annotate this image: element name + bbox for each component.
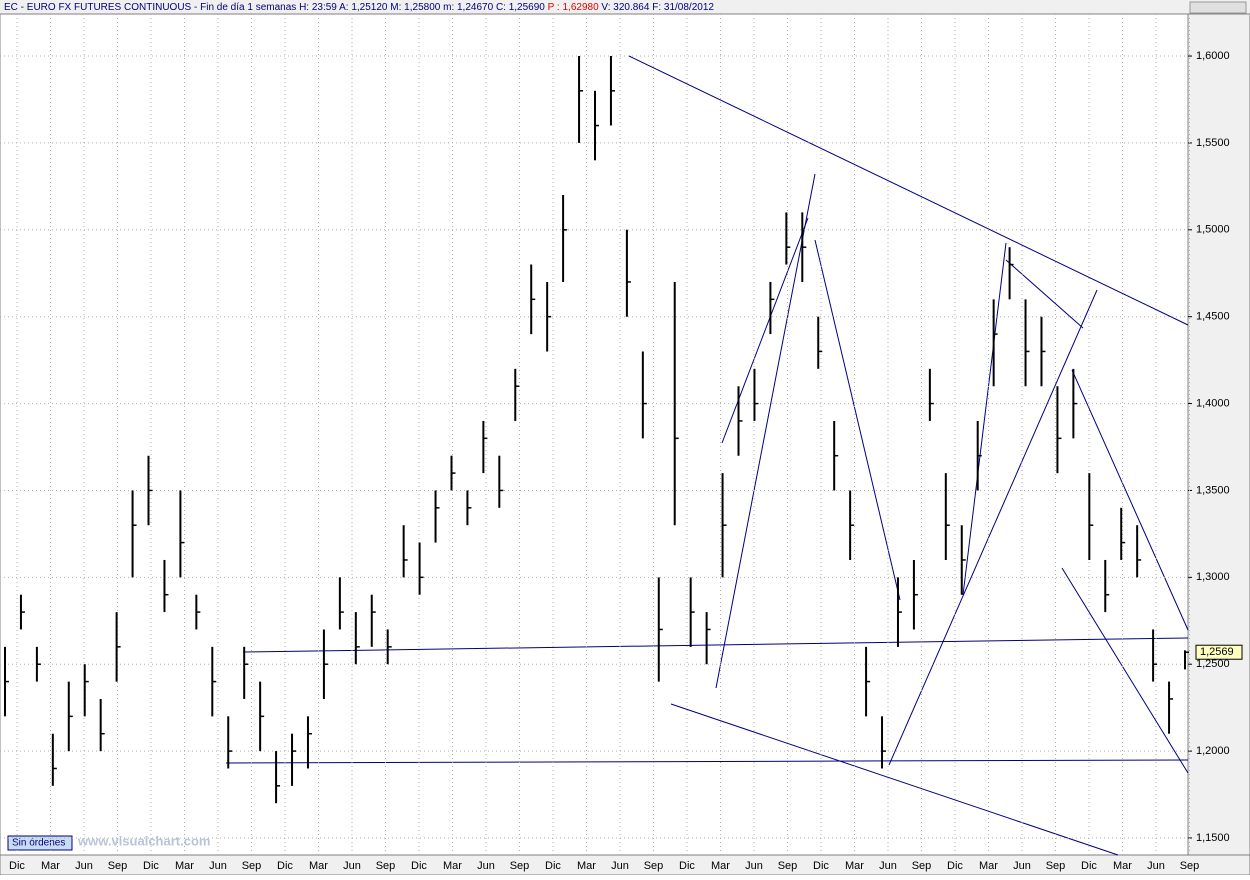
header-field: 320.864 (613, 2, 650, 13)
trendline (628, 55, 1189, 326)
y-tick-label: 1,6000 (1196, 50, 1230, 62)
header-field: 1,25800 (404, 2, 441, 13)
x-tick-label: Mar (443, 860, 462, 872)
trendline (225, 759, 1189, 764)
x-tick-label: Sep (376, 860, 396, 872)
header-text: EC - EURO FX FUTURES CONTINUOUS - Fin de… (4, 2, 714, 13)
header-field: 1,62980 (562, 2, 599, 13)
x-tick-label: Dic (1081, 860, 1097, 872)
trendline (1005, 259, 1084, 329)
x-tick-label: Dic (545, 860, 561, 872)
trendline (814, 239, 901, 601)
x-tick-label: Jun (611, 860, 629, 872)
y-tick-label: 1,5500 (1196, 137, 1230, 149)
header-field: 31/08/2012 (664, 2, 714, 13)
watermark: www.visualchart.com (77, 833, 210, 848)
x-tick-label: Jun (343, 860, 361, 872)
x-tick-label: Mar (711, 860, 730, 872)
header-field: H: (299, 2, 309, 13)
header-field: 1,24670 (457, 2, 494, 13)
y-axis-bar (1187, 13, 1250, 856)
x-tick-label: Mar (309, 860, 328, 872)
x-tick-label: Sep (108, 860, 128, 872)
x-tick-label: Jun (477, 860, 495, 872)
x-tick-label: Jun (1013, 860, 1031, 872)
header-field: F: (652, 2, 661, 13)
header-field: m: (443, 2, 454, 13)
x-tick-label: Mar (845, 860, 864, 872)
x-tick-label: Dic (947, 860, 963, 872)
trendline (670, 703, 1119, 856)
x-tick-label: Sep (242, 860, 262, 872)
y-tick-label: 1,1500 (1196, 832, 1230, 844)
header-field: 23:59 (312, 2, 337, 13)
x-tick-label: Dic (9, 860, 25, 872)
trendline (715, 173, 816, 689)
y-tick-label: 1,3500 (1196, 484, 1230, 496)
last-price-box (1195, 644, 1243, 660)
x-tick-label: Mar (41, 860, 60, 872)
x-tick-label: Sep (1180, 860, 1200, 872)
trendlines (225, 55, 1189, 856)
plot-area (0, 13, 1189, 856)
trendline (242, 637, 1189, 653)
header-field: V: (601, 2, 610, 13)
y-tick-label: 1,4500 (1196, 311, 1230, 323)
trendline (1061, 567, 1189, 774)
x-tick-label: Mar (175, 860, 194, 872)
x-tick-label: Mar (577, 860, 596, 872)
x-tick-label: Dic (679, 860, 695, 872)
x-tick-label: Jun (745, 860, 763, 872)
status-box[interactable] (7, 835, 73, 851)
x-tick-label: Jun (879, 860, 897, 872)
x-tick-label: Sep (510, 860, 530, 872)
y-tick-label: 1,4000 (1196, 397, 1230, 409)
header-field: C: (496, 2, 506, 13)
header-field: M: (390, 2, 401, 13)
y-tick-label: 1,3000 (1196, 571, 1230, 583)
x-tick-label: Mar (979, 860, 998, 872)
status: Sin órdenes (12, 838, 65, 849)
x-tick-label: Sep (1046, 860, 1066, 872)
header-field: P : (548, 2, 560, 13)
y-tick-label: 1,5000 (1196, 224, 1230, 236)
x-tick-label: Dic (813, 860, 829, 872)
x-tick-label: Jun (75, 860, 93, 872)
header-field: 1,25690 (509, 2, 546, 13)
trendline (962, 242, 1007, 596)
trendline (1071, 369, 1189, 631)
trendline (721, 217, 809, 444)
y-tick-label: 1,2000 (1196, 745, 1230, 757)
last-price-label: 1,2569 (1200, 646, 1234, 658)
header-bar (0, 0, 1250, 14)
header-field: EC - EURO FX FUTURES CONTINUOUS - Fin de… (4, 2, 296, 13)
x-tick-label: Jun (1147, 860, 1165, 872)
header-field: 1,25120 (351, 2, 388, 13)
x-tick-label: Sep (778, 860, 798, 872)
y-tick-label: 1,2500 (1196, 658, 1230, 670)
x-tick-label: Mar (1113, 860, 1132, 872)
x-tick-label: Sep (644, 860, 664, 872)
x-tick-label: Jun (209, 860, 227, 872)
window-buttons[interactable] (1189, 1, 1247, 14)
x-tick-label: Sep (912, 860, 932, 872)
header-field: A: (339, 2, 348, 13)
x-tick-label: Dic (277, 860, 293, 872)
trendline (888, 289, 1098, 766)
x-tick-label: Dic (143, 860, 159, 872)
x-tick-label: Dic (411, 860, 427, 872)
